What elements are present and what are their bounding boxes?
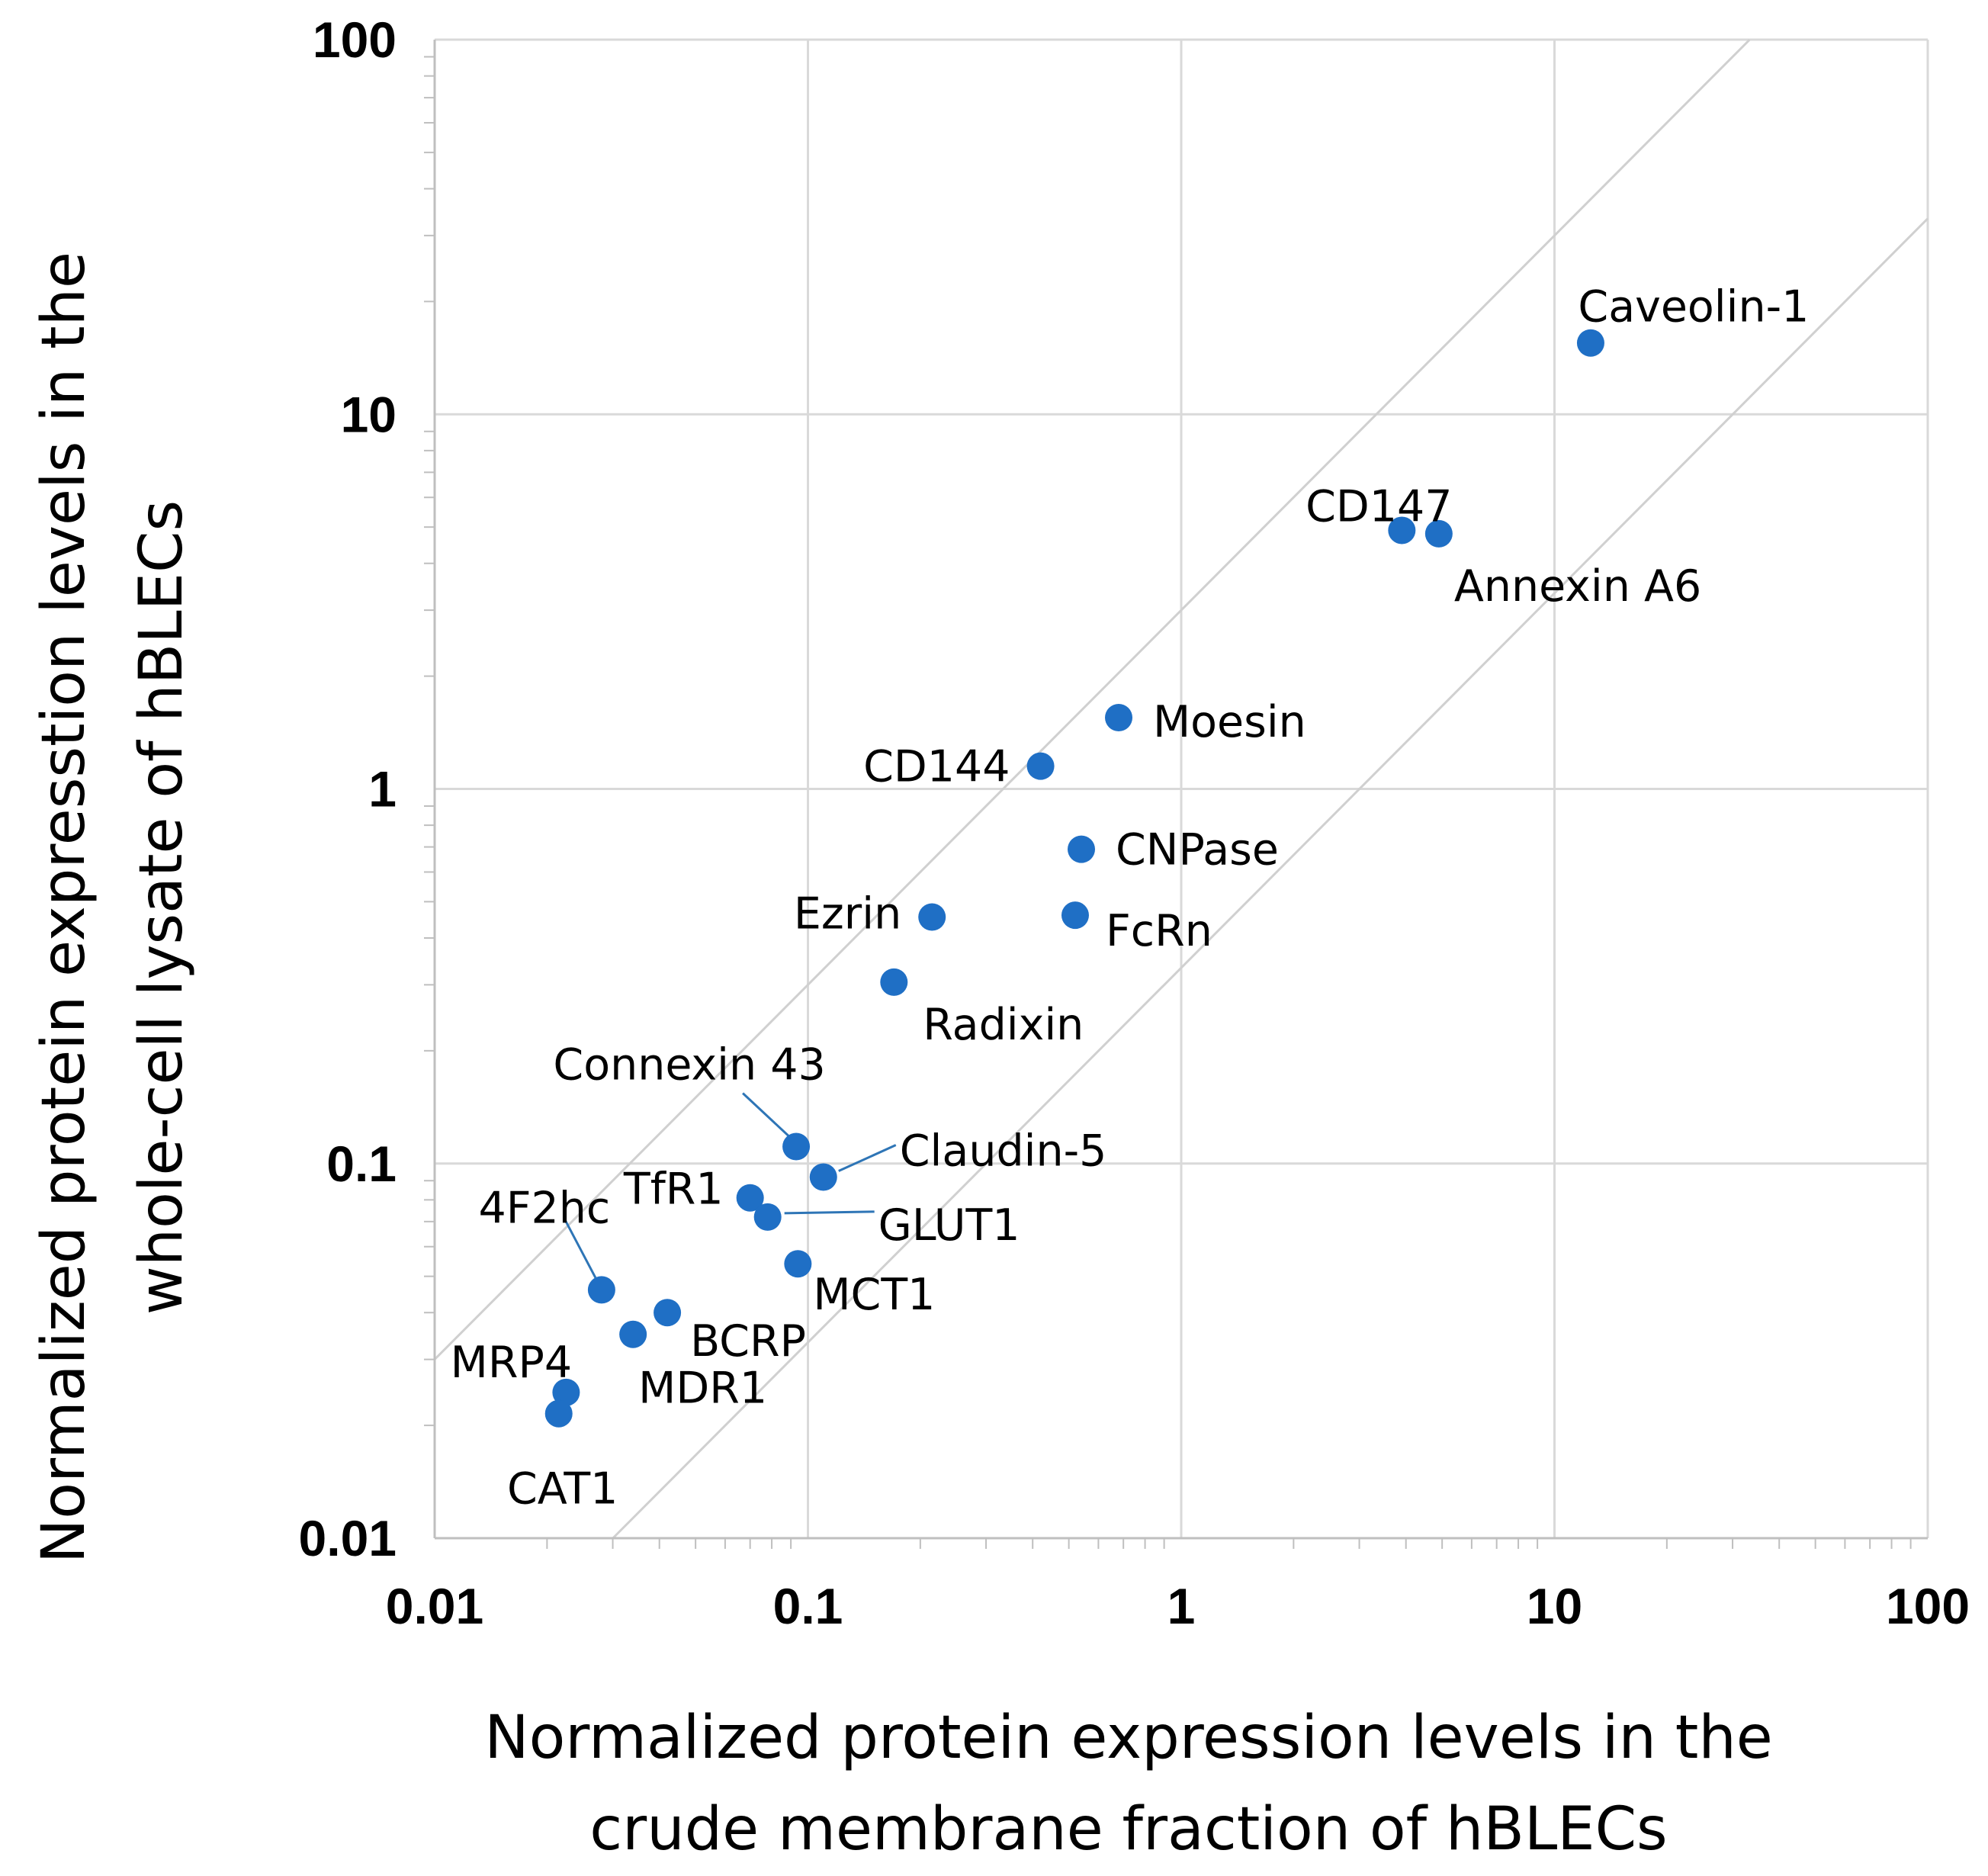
axes: 0.01 0.1 1 10 100 0.01 0.1 1 10 100 [299, 11, 1970, 1634]
data-point [809, 1163, 837, 1191]
data-points [544, 329, 1604, 1428]
data-point [654, 1299, 682, 1327]
x-axis-title-line-1: Normalized protein expression levels in … [484, 1704, 1773, 1772]
data-point [1424, 519, 1453, 548]
point-label: 4F2hc [478, 1183, 610, 1233]
point-label: TfR1 [623, 1164, 724, 1215]
x-axis-title-line-2: crude membrane fraction of hBLECs [589, 1795, 1667, 1864]
point-label: CAT1 [507, 1464, 618, 1515]
y-tick-label: 10 [341, 386, 397, 442]
data-point [619, 1320, 647, 1348]
y-tick-label: 0.1 [326, 1136, 397, 1192]
data-point [1026, 752, 1055, 780]
point-label: CNPase [1116, 825, 1279, 875]
reference-line [612, 217, 1929, 1540]
point-label: Annexin A6 [1454, 561, 1701, 612]
data-point [1388, 516, 1416, 544]
leader-line [742, 1092, 790, 1137]
point-label: Claudin-5 [900, 1126, 1107, 1177]
x-tick-label: 0.01 [386, 1578, 483, 1634]
y-axis-title-line-2: whole-cell lysate of hBLECs [127, 500, 196, 1315]
data-point [736, 1184, 764, 1212]
y-tick-label: 1 [368, 761, 397, 818]
y-tick-label: 100 [313, 11, 397, 68]
point-label: MDR1 [638, 1364, 767, 1414]
point-label: Moesin [1153, 697, 1306, 747]
data-point [782, 1132, 811, 1161]
data-point [587, 1276, 615, 1304]
point-label: Caveolin-1 [1578, 282, 1809, 332]
data-point [753, 1203, 782, 1231]
x-tick-label: 10 [1527, 1578, 1582, 1634]
y-axis-title-line-1: Normalized protein expresstion levels in… [30, 252, 98, 1563]
point-label: FcRn [1106, 906, 1212, 956]
leader-line [564, 1219, 597, 1279]
point-label: CD147 [1306, 481, 1453, 532]
point-label: GLUT1 [878, 1200, 1020, 1251]
point-label: Ezrin [794, 889, 901, 940]
point-label: Connexin 43 [553, 1039, 825, 1090]
data-point [918, 903, 946, 931]
data-point [784, 1250, 812, 1278]
x-tick-label: 1 [1167, 1578, 1196, 1634]
data-point [1105, 703, 1133, 731]
leader-line [838, 1144, 897, 1172]
data-point [552, 1378, 580, 1406]
label-leaders [564, 1092, 897, 1279]
data-point [1576, 329, 1604, 357]
reference-lines [433, 38, 1929, 1540]
leader-line [784, 1210, 875, 1215]
x-tick-label: 0.1 [773, 1578, 843, 1634]
reference-line [433, 38, 1751, 1360]
point-label: Radixin [923, 1000, 1084, 1050]
data-point [880, 968, 908, 996]
data-point [1061, 901, 1089, 930]
point-label: MCT1 [813, 1270, 935, 1320]
point-label: CD144 [863, 742, 1010, 792]
x-tick-label: 100 [1886, 1578, 1970, 1634]
y-tick-label: 0.01 [299, 1510, 397, 1566]
point-label: MRP4 [451, 1338, 572, 1388]
data-point [1068, 835, 1096, 863]
point-label: BCRP [690, 1316, 806, 1367]
data-point [544, 1399, 573, 1428]
